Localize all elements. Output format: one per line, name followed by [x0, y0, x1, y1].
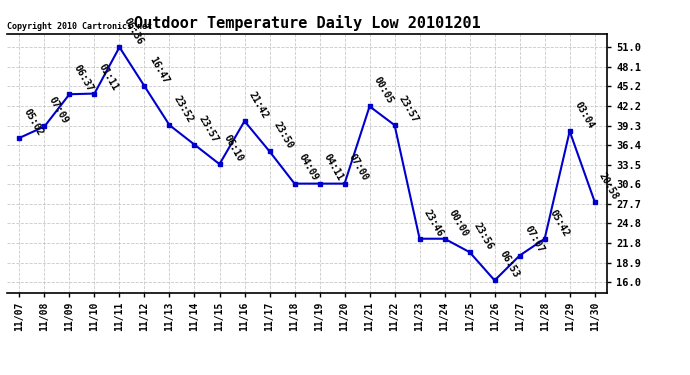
Text: 04:09: 04:09: [297, 153, 320, 183]
Text: 16:47: 16:47: [147, 55, 170, 86]
Text: 00:00: 00:00: [447, 208, 471, 238]
Text: 23:46: 23:46: [422, 208, 446, 238]
Text: 05:42: 05:42: [547, 208, 571, 238]
Title: Outdoor Temperature Daily Low 20101201: Outdoor Temperature Daily Low 20101201: [134, 15, 480, 31]
Text: 07:00: 07:00: [347, 153, 371, 183]
Text: 23:57: 23:57: [397, 94, 420, 124]
Text: 05:02: 05:02: [22, 107, 46, 137]
Text: 07:09: 07:09: [47, 95, 70, 126]
Text: 23:52: 23:52: [172, 94, 195, 124]
Text: 20:58: 20:58: [598, 171, 620, 201]
Text: 06:53: 06:53: [497, 249, 520, 280]
Text: 23:50: 23:50: [272, 120, 295, 151]
Text: 00:05: 00:05: [372, 75, 395, 106]
Text: 06:10: 06:10: [222, 133, 246, 164]
Text: 03:04: 03:04: [572, 100, 595, 130]
Text: 01:11: 01:11: [97, 62, 120, 93]
Text: 07:07: 07:07: [522, 224, 546, 255]
Text: 06:37: 06:37: [72, 63, 95, 93]
Text: Copyright 2010 Cartronics.net: Copyright 2010 Cartronics.net: [7, 22, 152, 31]
Text: 23:57: 23:57: [197, 114, 220, 144]
Text: 21:42: 21:42: [247, 90, 270, 120]
Text: 23:56: 23:56: [472, 221, 495, 252]
Text: 06:36: 06:36: [122, 16, 146, 46]
Text: 04:11: 04:11: [322, 153, 346, 183]
